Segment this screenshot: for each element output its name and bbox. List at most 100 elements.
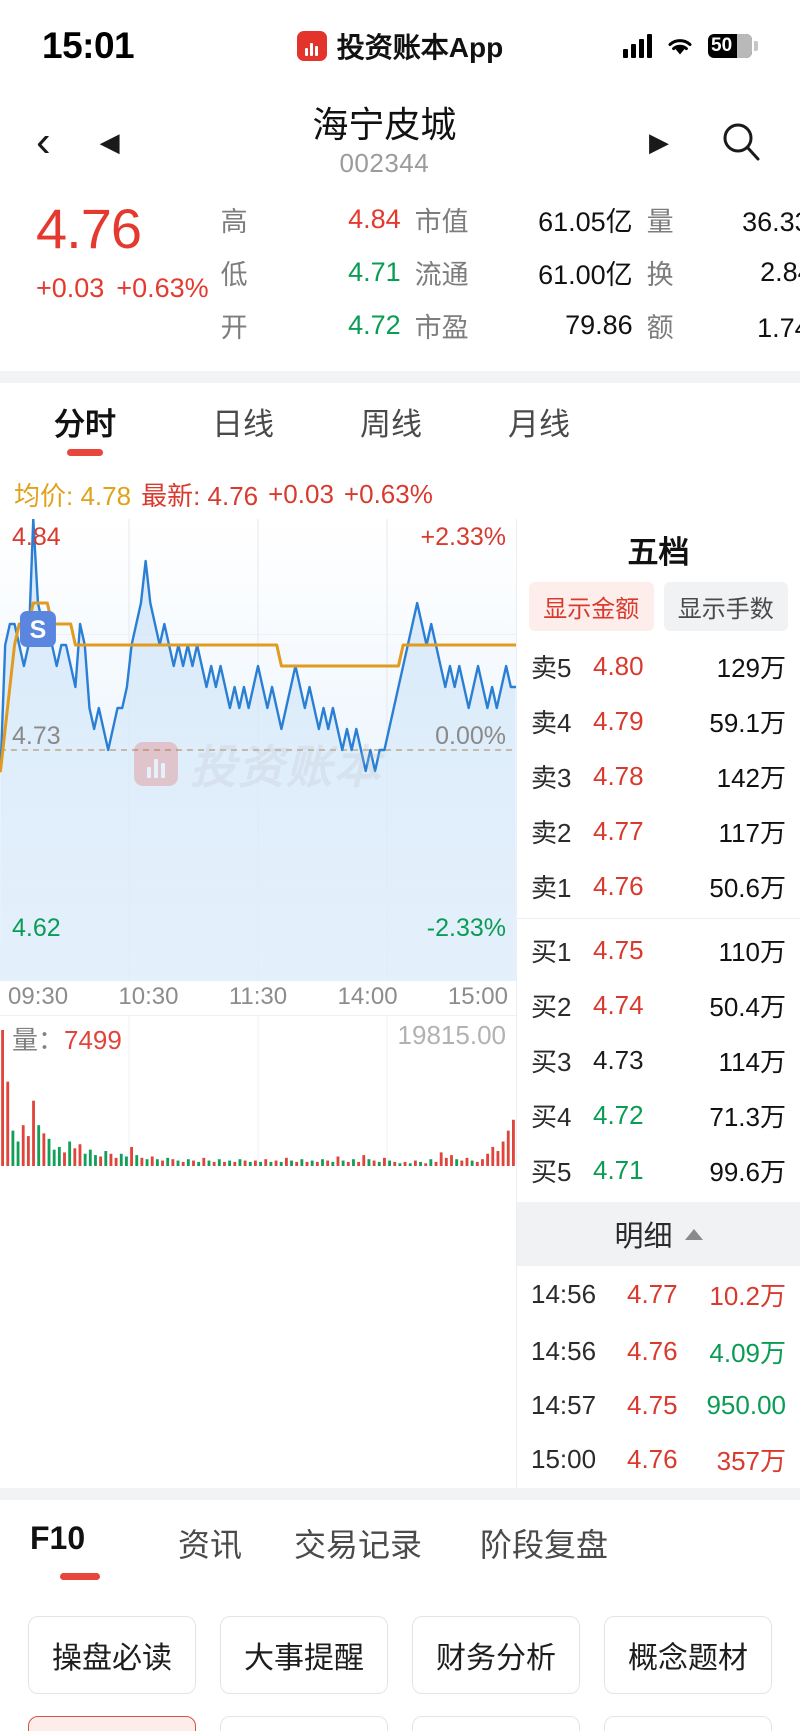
stat-label: 量	[646, 207, 674, 237]
stat-value: 2.84%	[760, 257, 800, 287]
ask-level: 卖3	[531, 763, 572, 793]
tab-news[interactable]: 资讯	[178, 1527, 243, 1563]
chip-market-opinion[interactable]: 市场观点	[604, 1716, 772, 1731]
tick-row[interactable]: 14:56 4.76 4.09万	[517, 1323, 800, 1380]
time-tick: 11:30	[228, 983, 288, 1010]
chip-company-overview[interactable]: 公司概况	[28, 1716, 196, 1731]
stat-value: 79.86	[565, 310, 633, 340]
ask-qty: 142万	[716, 763, 786, 793]
last-price-label: 最新: 4.76	[141, 481, 259, 511]
tab-f10[interactable]: F10	[30, 1520, 130, 1582]
ask-level: 卖4	[531, 708, 572, 738]
bid-level: 买3	[531, 1047, 572, 1077]
chip-concept-theme[interactable]: 概念题材	[604, 1616, 772, 1694]
order-book-row[interactable]: 卖4 4.79 59.1万	[517, 694, 800, 749]
bid-price: 4.75	[593, 935, 644, 965]
price-change: +0.03	[36, 272, 105, 303]
chip-equity-shareholders[interactable]: 股本股东	[220, 1716, 388, 1731]
stat-label: 市值	[414, 207, 469, 237]
search-icon[interactable]	[718, 119, 764, 165]
detail-label: 明细	[614, 1221, 673, 1253]
next-stock-button[interactable]: ▶	[649, 126, 669, 157]
axis-label-mid-pct: 0.00%	[435, 722, 506, 750]
order-book-row[interactable]: 买4 4.72 71.3万	[517, 1088, 800, 1143]
stat-value: 4.84	[348, 204, 401, 234]
order-book-row[interactable]: 买1 4.75 110万	[517, 923, 800, 978]
bid-qty: 99.6万	[709, 1157, 786, 1187]
order-book-row[interactable]: 买2 4.74 50.4万	[517, 978, 800, 1033]
prev-stock-button[interactable]: ◀	[99, 126, 120, 157]
bid-qty: 110万	[718, 937, 786, 967]
detail-toggle-button[interactable]: 明细	[517, 1202, 800, 1266]
tick-row[interactable]: 14:56 4.77 10.2万	[517, 1266, 800, 1323]
volume-current: 量：7499	[12, 1020, 122, 1057]
tab-monthly[interactable]: 月线	[508, 407, 570, 442]
tick-volume: 4.09万	[709, 1338, 786, 1368]
tick-time: 14:56	[531, 1279, 597, 1309]
f10-tabs: F10 资讯 交易记录 阶段复盘	[0, 1500, 800, 1582]
ask-price: 4.78	[593, 761, 644, 791]
chart-change-pct: +0.63%	[343, 479, 433, 509]
order-book-row[interactable]: 卖5 4.80 129万	[517, 639, 800, 694]
signal-icon	[623, 34, 652, 58]
price-chart-svg: S	[0, 517, 517, 981]
page-title: 海宁皮城	[312, 104, 457, 146]
f10-chip-grid: 操盘必读 大事提醒 财务分析 概念题材 公司概况 股本股东 分红融资 市场观点	[0, 1582, 800, 1731]
tab-daily[interactable]: 日线	[212, 407, 274, 442]
order-book-row[interactable]: 买3 4.73 114万	[517, 1033, 800, 1088]
avg-price-label: 均价: 4.78	[14, 481, 132, 511]
tick-row[interactable]: 15:00 4.76 357万	[517, 1431, 800, 1488]
stat-value: 4.71	[348, 257, 401, 287]
ask-qty: 117万	[718, 818, 786, 848]
volume-label: 量：	[12, 1025, 65, 1055]
stat-label: 市盈	[414, 313, 469, 343]
toggle-show-amount[interactable]: 显示金额	[529, 582, 654, 631]
volume-max: 19815.00	[397, 1020, 506, 1050]
last-price: 4.76	[36, 197, 142, 260]
tab-weekly[interactable]: 周线	[360, 407, 422, 442]
chip-operation-guide[interactable]: 操盘必读	[28, 1616, 196, 1694]
chart-and-book-row: S 投资账本 4.84 +2.33% 4.73 0.00% 4.62 -2.33…	[0, 517, 800, 1488]
tab-stage-review[interactable]: 阶段复盘	[480, 1527, 609, 1563]
status-app-name: 投资账本App	[336, 32, 504, 63]
order-book-row[interactable]: 卖1 4.76 50.6万	[517, 859, 800, 914]
volume-chart[interactable]: 量：7499 19815.00	[0, 1015, 516, 1166]
price-change-pct: +0.63%	[116, 272, 209, 303]
order-book-row[interactable]: 买5 4.71 99.6万	[517, 1143, 800, 1198]
chip-dividend-financing[interactable]: 分红融资	[412, 1716, 580, 1731]
intraday-price-chart[interactable]: S 投资账本 4.84 +2.33% 4.73 0.00% 4.62 -2.33…	[0, 517, 517, 981]
order-book-row[interactable]: 卖2 4.77 117万	[517, 804, 800, 859]
tick-price: 4.75	[627, 1390, 678, 1420]
quote-stats-grid: 高 4.84 市值 61.05亿 量 36.33万 低 4.71 流通 61.0…	[221, 200, 800, 345]
chart-info-line: 均价: 4.78 最新: 4.76 +0.03 +0.63%	[0, 458, 800, 519]
stat-label: 开	[220, 313, 248, 343]
back-button[interactable]: ‹	[36, 117, 51, 166]
f10-section: F10 资讯 交易记录 阶段复盘 操盘必读 大事提醒 财务分析 概念题材 公司概…	[0, 1500, 800, 1731]
stat-value: 61.00亿	[538, 260, 633, 290]
status-bar: 15:01 投资账本App 50	[0, 0, 800, 92]
order-book-row[interactable]: 卖3 4.78 142万	[517, 749, 800, 804]
axis-label-high: 4.84	[12, 523, 61, 551]
bid-qty: 114万	[718, 1047, 786, 1077]
bid-qty: 50.4万	[709, 992, 786, 1022]
toggle-show-lots[interactable]: 显示手数	[663, 582, 788, 631]
wifi-icon	[665, 35, 695, 57]
battery-level: 50	[711, 35, 733, 56]
chip-financial-analysis[interactable]: 财务分析	[412, 1616, 580, 1694]
tick-volume: 950.00	[706, 1390, 786, 1420]
chart-change: +0.03	[268, 479, 334, 509]
tick-price: 4.76	[627, 1444, 678, 1474]
tab-fenshi[interactable]: 分时	[30, 399, 140, 458]
tick-volume: 10.2万	[709, 1281, 786, 1311]
bid-level: 买1	[531, 937, 572, 967]
status-indicators: 50	[623, 34, 758, 58]
svg-text:S: S	[30, 616, 47, 644]
axis-label-low-pct: -2.33%	[426, 914, 506, 942]
chip-events-alert[interactable]: 大事提醒	[220, 1616, 388, 1694]
tab-trade-records[interactable]: 交易记录	[294, 1527, 423, 1563]
tick-row[interactable]: 14:57 4.75 950.00	[517, 1380, 800, 1431]
order-book-panel: 五档 显示金额 显示手数 卖5 4.80 129万 卖4 4.79 59.1万 卖3 4.…	[516, 519, 800, 1488]
quote-main: 4.76 +0.03 +0.63%	[22, 197, 221, 345]
bid-price: 4.73	[593, 1045, 644, 1075]
